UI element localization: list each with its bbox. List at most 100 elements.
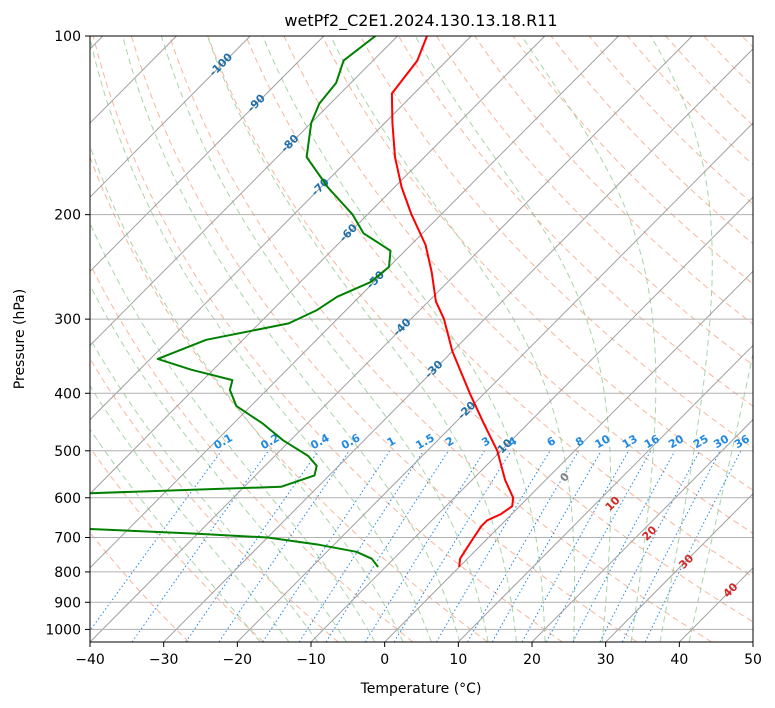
mixing-ratio-label: 1 [385,434,398,449]
moist-adiabat-label: 20 [640,523,660,543]
mixing-ratio-line [90,450,222,632]
moist-adiabat [90,144,404,642]
isotherm [163,48,753,642]
moist-adiabat [414,36,612,642]
isotherm [90,36,619,569]
mixing-ratio-line [572,450,676,642]
isotherm [90,36,472,421]
moist-adiabat [330,36,576,642]
moist-adiabat [122,36,461,642]
mixing-ratio-line [218,450,350,642]
chart-title: wetPf2_C2E1.2024.130.13.18.R11 [284,11,557,31]
isotherm [531,418,753,642]
isotherm [90,36,325,273]
mixing-ratio-line [262,450,391,642]
isotherm [384,270,753,642]
isotherm [236,122,753,642]
y-axis-label: Pressure (hPa) [12,289,28,389]
mixing-ratio-label: 6 [545,434,558,449]
x-tick-label: 0 [380,652,389,668]
isotherm [90,36,251,198]
y-tick-label: 400 [54,386,81,402]
moist-adiabat-label: 10 [603,493,623,513]
x-tick-label: 40 [670,652,688,668]
dry-adiabat [207,36,753,623]
x-tick-label: −40 [75,652,105,668]
mixing-ratio-line [644,450,742,642]
x-tick-label: 10 [449,652,467,668]
mixing-ratio-label: 16 [642,432,662,451]
moist-adiabat [650,36,713,642]
x-axis: −40 −30 −20 −10 0 10 20 30 40 50 [75,642,762,668]
mixing-ratio-label: 0.4 [308,431,332,452]
dry-adiabat [169,36,712,642]
x-tick-label: 20 [523,652,541,668]
dry-adiabat [436,36,753,366]
isotherm [90,36,693,642]
y-axis: 100 200 300 400 500 600 700 800 900 1000 [45,29,90,638]
dry-adiabat [741,36,753,48]
moist-adiabat [90,284,347,642]
dry-adiabat [245,36,753,578]
x-tick-label: −20 [223,652,253,668]
mixing-ratio-line [325,450,449,642]
y-tick-label: 800 [54,565,81,581]
isotherm [605,493,753,642]
mixing-ratio-line [599,450,701,642]
mixing-ratio-line [393,450,512,642]
dry-adiabat [588,36,753,205]
dry-adiabat [550,36,753,245]
series-layer [90,36,515,568]
x-tick-label: 50 [744,652,762,668]
moist-adiabat [90,36,432,642]
plot-frame [89,35,754,643]
x-axis-label: Temperature (°C) [360,681,482,697]
dry-adiabat [474,36,753,325]
x-tick-label: −30 [149,652,179,668]
plot-area: -100-90-80-70-60-50-40-30-20-100.1 0.2 0.4… [90,36,753,642]
isotherm [310,196,753,642]
moist-adiabat [521,36,657,642]
dewpoint-line [90,36,392,568]
dry-adiabat [283,36,753,535]
mixing-ratio-label: 30 [711,432,731,451]
mixing-ratio-label: 2 [443,434,456,449]
moist-adiabat [90,221,376,642]
temperature-line [390,36,515,568]
dry-adiabat [90,357,339,642]
y-tick-label: 300 [54,312,81,328]
isotherm [90,36,398,347]
mixing-ratio-label: 1.5 [413,431,436,452]
moist-adiabat [160,36,489,642]
mixing-ratio-label: 13 [620,432,640,451]
y-tick-label: 900 [54,595,81,611]
y-tick-label: 200 [54,208,81,224]
isotherm [678,567,753,642]
y-tick-label: 1000 [45,622,81,638]
moist-adiabat [90,428,261,642]
dry-adiabat [90,155,488,642]
moist-adiabat [262,36,546,642]
dry-adiabat [703,36,753,88]
x-tick-label: 30 [597,652,615,668]
dry-adiabat [90,262,414,642]
dry-adiabat [321,36,753,491]
isotherm [90,36,546,495]
dry-adiabat [130,36,638,642]
pressure-gridlines [90,36,753,630]
background-lines [90,36,753,642]
moist-adiabat-label: 30 [676,551,696,571]
x-tick-label: −10 [296,652,326,668]
mixing-ratio-label: 0.6 [339,431,363,452]
moist-adiabat [90,337,319,642]
y-tick-label: 700 [54,531,81,547]
mixing-ratio-line [521,450,630,642]
y-tick-label: 500 [54,444,81,460]
moist-adiabat [688,351,753,642]
mixing-ratio-line [185,450,319,642]
y-tick-label: 600 [54,491,81,507]
mixing-ratio-label: 0.2 [258,431,281,452]
mixing-ratio-label: 8 [573,434,586,449]
moist-adiabat [90,384,290,642]
